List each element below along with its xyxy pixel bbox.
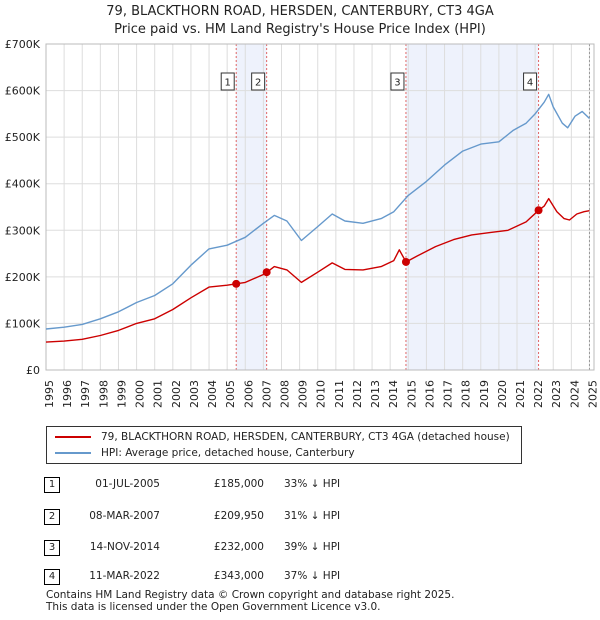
hpi-series-line <box>45 93 590 330</box>
legend: 79, BLACKTHORN ROAD, HERSDEN, CANTERBURY… <box>46 426 522 464</box>
x-tick-label: 2020 <box>496 380 509 408</box>
shaded-range <box>405 44 539 370</box>
x-tick-label: 2019 <box>478 380 491 408</box>
x-tick-label: 2025 <box>586 380 599 408</box>
property-series-line <box>45 197 590 343</box>
x-tick-label: 2008 <box>279 380 292 408</box>
x-tick-label: 2005 <box>224 380 237 408</box>
x-tick-label: 2007 <box>260 380 273 408</box>
footer-line-1: Contains HM Land Registry data © Crown c… <box>46 589 455 601</box>
x-tick-label: 2012 <box>351 380 364 408</box>
transaction-hpi: 33% ↓ HPI <box>284 478 341 490</box>
sale-label-box <box>390 72 405 91</box>
transaction-number: 2 <box>44 509 60 525</box>
transaction-date: 11-MAR-2022 <box>89 570 160 582</box>
x-tick-label: 2015 <box>405 380 418 408</box>
sale-label: 4 <box>527 78 533 89</box>
sale-label: 1 <box>225 78 231 89</box>
x-tick-label: 2014 <box>387 380 400 408</box>
x-tick-label: 2022 <box>532 380 545 408</box>
transaction-number: 3 <box>44 540 60 556</box>
y-tick-label: £500K <box>5 131 41 144</box>
x-tick-label: 2024 <box>568 380 581 408</box>
x-tick-label: 2016 <box>423 380 436 408</box>
sale-label-box <box>251 72 266 91</box>
x-tick-label: 2001 <box>152 380 165 408</box>
transaction-hpi: 37% ↓ HPI <box>284 570 341 582</box>
y-tick-label: £100K <box>5 317 41 330</box>
transaction-price: £209,950 <box>213 510 264 522</box>
transaction-price: £185,000 <box>213 478 264 490</box>
chart-area: £0 £100K £200K £300K £400K £500K £600K £700K 199… <box>5 38 600 408</box>
transaction-date: 14-NOV-2014 <box>89 541 160 553</box>
sale-label: 2 <box>255 78 261 89</box>
legend-item-hpi: HPI: Average price, detached house, Cant… <box>55 445 515 461</box>
shaded-range <box>236 44 267 370</box>
x-tick-label: 2011 <box>333 380 346 408</box>
transaction-price: £343,000 <box>213 570 264 582</box>
title-line-1: 79, BLACKTHORN ROAD, HERSDEN, CANTERBURY… <box>106 4 494 19</box>
transaction-price: £232,000 <box>213 541 264 553</box>
x-tick-label: 2004 <box>206 380 219 408</box>
y-tick-label: £200K <box>5 271 41 284</box>
x-tick-label: 1995 <box>43 380 56 408</box>
transaction-hpi: 31% ↓ HPI <box>284 510 341 522</box>
transaction-hpi: 39% ↓ HPI <box>284 541 341 553</box>
x-tick-label: 1997 <box>79 380 92 408</box>
footer: Contains HM Land Registry data © Crown c… <box>46 589 454 613</box>
sale-point <box>534 206 543 215</box>
y-tick-label: £700K <box>5 38 41 51</box>
x-tick-label: 2006 <box>242 380 255 408</box>
transaction-date: 08-MAR-2007 <box>89 510 160 522</box>
x-tick-label: 2021 <box>514 380 527 408</box>
x-tick-label: 2013 <box>369 380 382 408</box>
x-tick-label: 2009 <box>297 380 310 408</box>
sale-label-box <box>220 72 235 91</box>
legend-line-hpi <box>55 452 91 454</box>
transaction-number: 1 <box>44 477 60 493</box>
sale-label-box <box>523 72 538 91</box>
y-tick-label: £0 <box>26 364 40 377</box>
x-tick-label: 2000 <box>134 380 147 408</box>
legend-line-property <box>55 436 91 438</box>
x-tick-label: 2010 <box>315 380 328 408</box>
x-tick-label: 1998 <box>97 380 110 408</box>
y-tick-label: £600K <box>5 85 41 98</box>
sale-label: 3 <box>394 78 400 89</box>
x-tick-label: 2017 <box>442 380 455 408</box>
footer-line-2: This data is licensed under the Open Gov… <box>46 601 381 613</box>
x-tick-label: 2018 <box>460 380 473 408</box>
y-tick-label: £400K <box>5 178 41 191</box>
legend-label-property: 79, BLACKTHORN ROAD, HERSDEN, CANTERBURY… <box>101 431 510 443</box>
x-tick-label: 1999 <box>115 380 128 408</box>
legend-label-hpi: HPI: Average price, detached house, Cant… <box>101 447 355 459</box>
transaction-date: 01-JUL-2005 <box>95 478 160 490</box>
sale-point <box>401 257 410 266</box>
plot-frame <box>45 43 595 371</box>
x-tick-label: 2003 <box>188 380 201 408</box>
chart-title: 79, BLACKTHORN ROAD, HERSDEN, CANTERBURY… <box>0 3 600 39</box>
legend-item-property: 79, BLACKTHORN ROAD, HERSDEN, CANTERBURY… <box>55 429 515 445</box>
x-tick-label: 2023 <box>550 380 563 408</box>
x-tick-label: 2002 <box>170 380 183 408</box>
transaction-number: 4 <box>44 569 60 585</box>
y-tick-label: £300K <box>5 224 41 237</box>
sale-point <box>232 279 241 288</box>
title-line-2: Price paid vs. HM Land Registry's House … <box>114 22 486 37</box>
x-tick-label: 1996 <box>61 380 74 408</box>
sale-point <box>262 268 271 277</box>
